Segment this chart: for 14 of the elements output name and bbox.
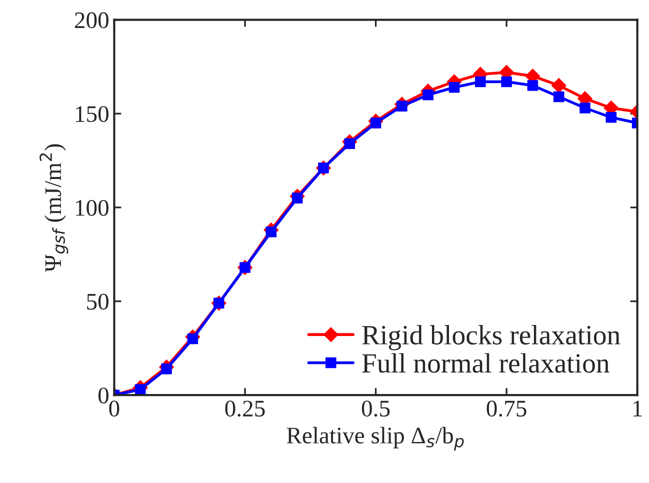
legend-label: Rigid blocks relaxation — [362, 325, 620, 350]
x-axis-title: Relative slip Δ$_{s}$/b$_{p}$ — [286, 426, 464, 451]
x-tick-label: 0 — [109, 400, 120, 417]
x-tick-label: 0.75 — [486, 400, 526, 417]
y-tick-label: 200 — [74, 12, 108, 28]
y-tick-label: 0 — [98, 388, 108, 404]
legend-label: Full normal relaxation — [362, 353, 610, 373]
x-tick-label: 0.5 — [362, 400, 390, 417]
x-tick-label: 0.25 — [225, 400, 265, 417]
x-tick-label: 1 — [633, 400, 642, 416]
y-tick-label: 100 — [76, 200, 108, 216]
y-tick-label: 50 — [87, 294, 108, 310]
y-axis-title: Ψ$_{gsf}$ (mJ/m$^{2}$) — [40, 144, 68, 272]
y-tick-label: 150 — [76, 106, 108, 122]
